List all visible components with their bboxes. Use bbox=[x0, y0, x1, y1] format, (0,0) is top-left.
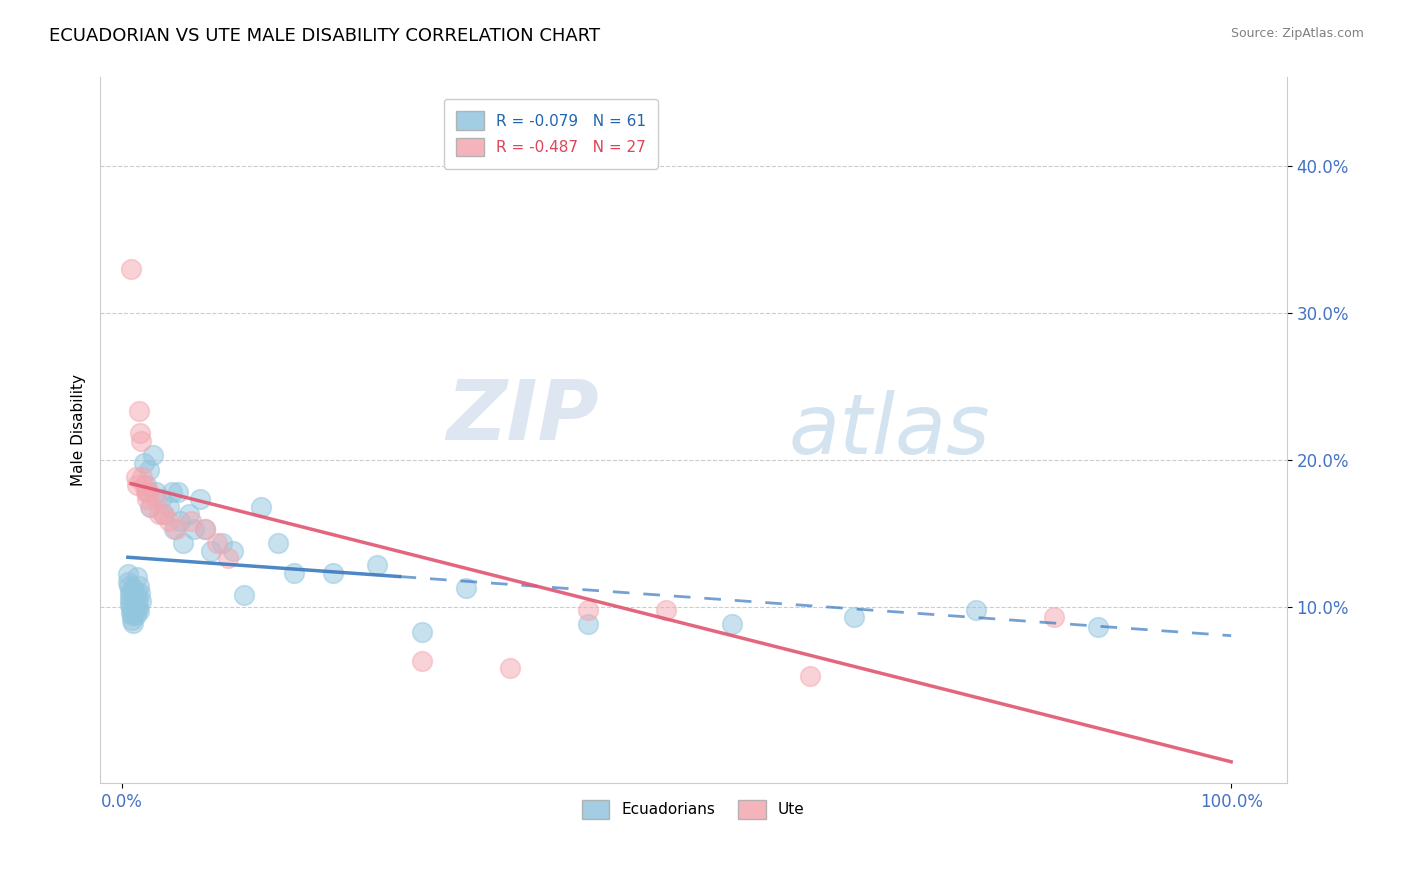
Point bbox=[122, 586, 145, 600]
Point bbox=[125, 586, 148, 600]
Text: ECUADORIAN VS UTE MALE DISABILITY CORRELATION CHART: ECUADORIAN VS UTE MALE DISABILITY CORREL… bbox=[49, 27, 600, 45]
Point bbox=[125, 570, 148, 584]
Text: ZIP: ZIP bbox=[446, 376, 599, 457]
Point bbox=[120, 593, 142, 607]
Point bbox=[128, 404, 150, 418]
Point bbox=[205, 536, 228, 550]
Point bbox=[250, 500, 273, 514]
Point bbox=[125, 477, 148, 491]
Point bbox=[139, 500, 162, 514]
Point bbox=[844, 610, 866, 624]
Point bbox=[135, 477, 157, 491]
Point bbox=[120, 606, 142, 620]
Point bbox=[124, 608, 146, 623]
Point bbox=[194, 522, 217, 536]
Point bbox=[145, 492, 167, 507]
Point bbox=[454, 581, 477, 595]
Point bbox=[129, 434, 152, 448]
Point bbox=[145, 485, 167, 500]
Point bbox=[142, 448, 165, 462]
Point bbox=[160, 485, 183, 500]
Point bbox=[129, 426, 152, 441]
Point bbox=[124, 604, 146, 618]
Point bbox=[150, 492, 173, 507]
Point bbox=[128, 604, 150, 618]
Point bbox=[576, 617, 599, 632]
Point bbox=[135, 485, 157, 500]
Point bbox=[157, 500, 180, 514]
Point bbox=[222, 543, 245, 558]
Point bbox=[135, 485, 157, 500]
Point bbox=[120, 261, 142, 276]
Point bbox=[127, 601, 149, 615]
Point bbox=[180, 515, 202, 529]
Point bbox=[157, 515, 180, 529]
Point bbox=[134, 456, 156, 470]
Point bbox=[172, 536, 194, 550]
Point bbox=[121, 608, 143, 623]
Point bbox=[576, 602, 599, 616]
Point bbox=[283, 566, 305, 580]
Point bbox=[411, 654, 433, 668]
Point bbox=[139, 500, 162, 514]
Point bbox=[118, 579, 141, 593]
Point bbox=[122, 615, 145, 630]
Point bbox=[721, 617, 744, 632]
Point bbox=[124, 599, 146, 614]
Point bbox=[138, 463, 160, 477]
Point bbox=[166, 485, 188, 500]
Point bbox=[124, 470, 146, 484]
Point bbox=[120, 590, 142, 604]
Point bbox=[163, 522, 186, 536]
Point bbox=[322, 566, 344, 580]
Legend: Ecuadorians, Ute: Ecuadorians, Ute bbox=[576, 794, 811, 825]
Y-axis label: Male Disability: Male Disability bbox=[72, 375, 86, 486]
Point bbox=[124, 592, 146, 607]
Point bbox=[217, 551, 239, 566]
Point bbox=[129, 586, 152, 600]
Text: atlas: atlas bbox=[789, 390, 990, 471]
Point bbox=[127, 593, 149, 607]
Point bbox=[117, 567, 139, 582]
Point bbox=[366, 558, 388, 573]
Point bbox=[129, 593, 152, 607]
Point bbox=[120, 585, 142, 599]
Point bbox=[120, 598, 142, 612]
Point bbox=[411, 624, 433, 639]
Text: Source: ZipAtlas.com: Source: ZipAtlas.com bbox=[1230, 27, 1364, 40]
Point bbox=[188, 492, 211, 507]
Point bbox=[152, 507, 174, 521]
Point bbox=[1042, 610, 1064, 624]
Point bbox=[177, 507, 200, 521]
Point bbox=[131, 470, 153, 484]
Point bbox=[138, 485, 160, 500]
Point bbox=[135, 492, 157, 507]
Point bbox=[128, 579, 150, 593]
Point bbox=[499, 661, 522, 675]
Point bbox=[117, 574, 139, 589]
Point bbox=[965, 602, 987, 616]
Point bbox=[169, 515, 191, 529]
Point bbox=[122, 581, 145, 595]
Point bbox=[134, 477, 156, 491]
Point bbox=[799, 669, 821, 683]
Point bbox=[148, 507, 170, 521]
Point bbox=[153, 507, 176, 521]
Point bbox=[194, 522, 217, 536]
Point bbox=[200, 543, 222, 558]
Point bbox=[120, 601, 142, 615]
Point bbox=[266, 536, 288, 550]
Point bbox=[165, 522, 187, 536]
Point bbox=[183, 522, 205, 536]
Point bbox=[1087, 620, 1109, 634]
Point bbox=[121, 613, 143, 627]
Point bbox=[211, 536, 233, 550]
Point bbox=[233, 588, 256, 602]
Point bbox=[654, 602, 676, 616]
